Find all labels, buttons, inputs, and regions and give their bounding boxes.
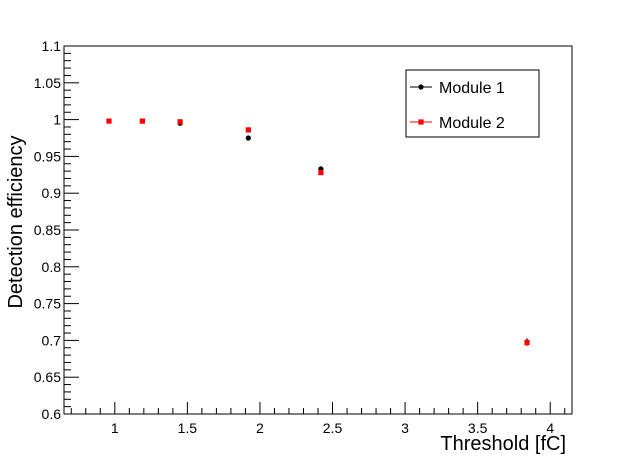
x-tick-label: 4 (546, 420, 554, 436)
y-tick-label: 1.1 (42, 38, 62, 54)
legend: Module 1 Module 2 (405, 69, 540, 138)
y-tick-label: 0.95 (34, 148, 61, 164)
x-tick-label: 1.5 (178, 420, 198, 436)
data-points (106, 118, 530, 347)
x-axis-label: Threshold [fC] (440, 433, 566, 455)
data-point-module-2 (139, 118, 145, 124)
y-tick-label: 1 (53, 112, 61, 128)
legend-label-module-1: Module 1 (439, 80, 505, 97)
data-point-module-2 (318, 169, 324, 176)
x-tick-label: 1 (111, 420, 119, 436)
x-tick-label: 3.5 (468, 420, 488, 436)
data-point-module-2 (245, 127, 251, 133)
x-tick-label: 3 (401, 420, 409, 436)
legend-marker-module-1 (418, 84, 424, 90)
data-point-module-2 (106, 118, 112, 124)
legend-box (405, 69, 540, 138)
x-axis: 1 1.5 2 2.5 3 3.5 4 (70, 402, 566, 436)
legend-label-module-2: Module 2 (439, 115, 505, 132)
y-tick-label: 0.65 (34, 369, 61, 385)
data-point-module-2 (177, 119, 183, 125)
y-tick-label: 0.85 (34, 222, 61, 238)
y-tick-label: 0.8 (42, 259, 62, 275)
x-tick-label: 2 (256, 420, 264, 436)
y-axis-label: Detection efficiency (5, 135, 27, 308)
y-tick-label: 0.75 (34, 296, 61, 312)
y-axis: 0.6 0.65 0.7 0.75 0.8 0.85 0.9 0.95 1 1.05 1.1 (34, 38, 79, 422)
data-point-module-2 (524, 340, 530, 346)
y-tick-label: 1.05 (34, 75, 61, 91)
y-tick-label: 0.6 (42, 406, 62, 422)
legend-marker-module-2 (418, 119, 424, 125)
y-tick-label: 0.7 (42, 332, 62, 348)
data-point-module-1 (245, 135, 251, 141)
y-tick-label: 0.9 (42, 185, 62, 201)
x-tick-label: 2.5 (323, 420, 343, 436)
